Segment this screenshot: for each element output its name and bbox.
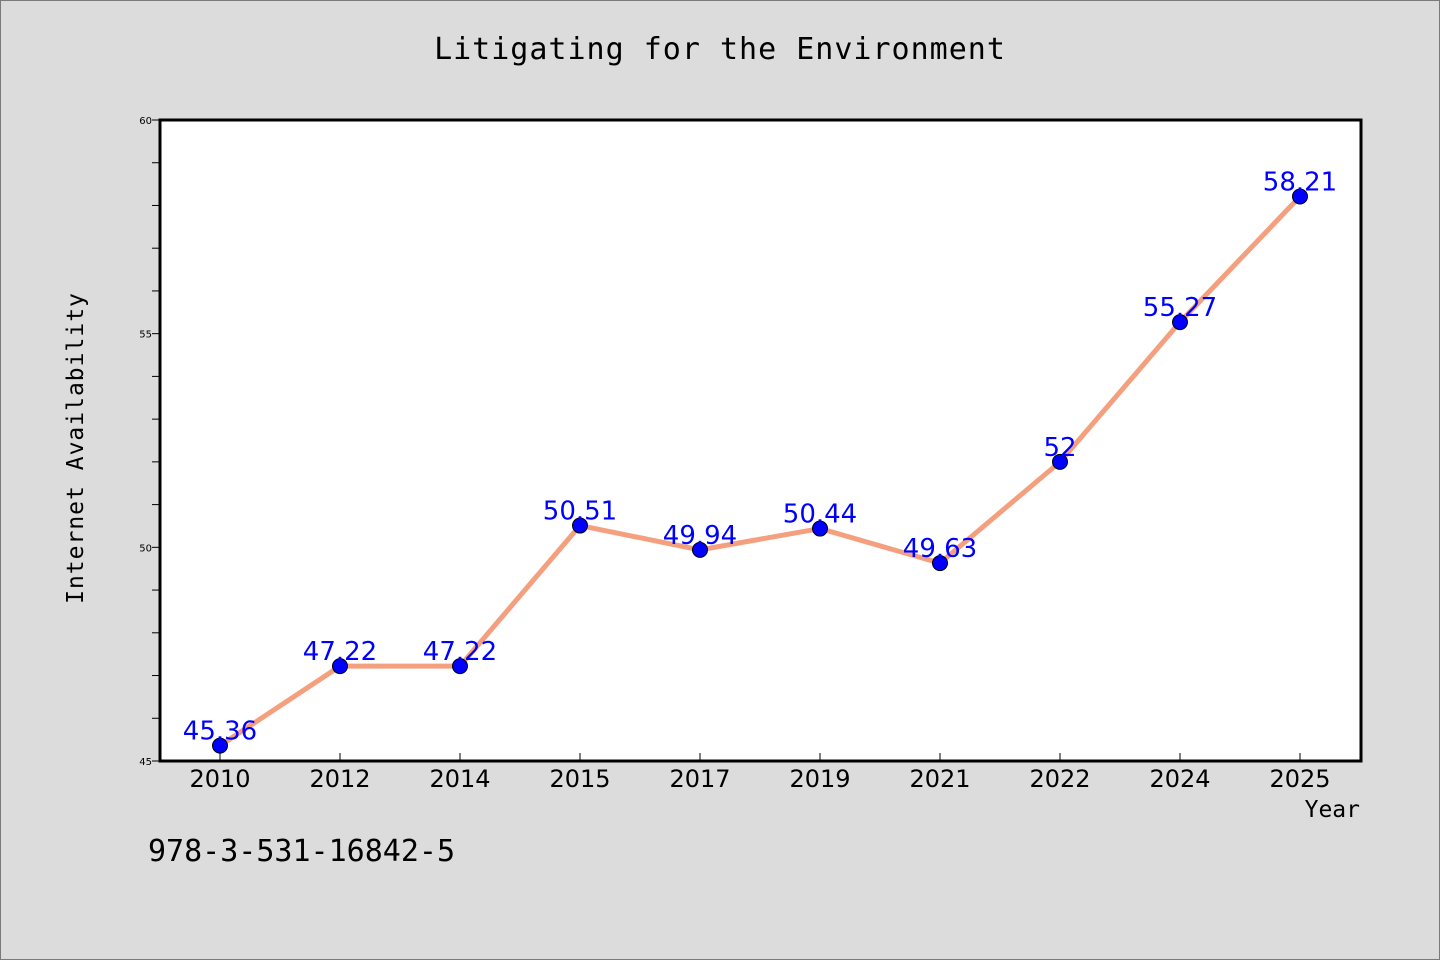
x-tick-label: 2017 xyxy=(669,765,730,793)
data-label: 58.21 xyxy=(1263,167,1337,197)
footer-code: 978-3-531-16842-5 xyxy=(148,834,456,869)
data-point xyxy=(692,541,708,558)
x-tick-label: 2014 xyxy=(429,765,490,793)
data-point xyxy=(812,520,828,537)
data-label: 55.27 xyxy=(1143,293,1217,323)
x-tick-label: 2019 xyxy=(789,765,850,793)
x-tick-label: 2012 xyxy=(309,765,370,793)
x-axis-label: Year xyxy=(1304,797,1360,823)
data-label: 47.22 xyxy=(303,637,377,667)
data-label: 45.36 xyxy=(183,717,257,747)
series-line xyxy=(218,194,1302,748)
x-tick-label: 2021 xyxy=(909,765,970,793)
data-label: 50.51 xyxy=(543,497,617,527)
data-point xyxy=(332,658,348,675)
x-tick-label: 2025 xyxy=(1269,765,1330,793)
x-tick-label: 2015 xyxy=(549,765,610,793)
data-point xyxy=(1172,314,1188,331)
y-tick-label: 50 xyxy=(139,543,152,554)
x-tick-label: 2010 xyxy=(189,765,250,793)
plot-area xyxy=(158,118,1363,763)
y-tick-label: 55 xyxy=(139,330,152,341)
chart-title: Litigating for the Environment xyxy=(434,32,1006,67)
data-label: 52 xyxy=(1043,433,1076,463)
data-label: 50.44 xyxy=(783,500,857,530)
data-point xyxy=(212,737,228,754)
data-point xyxy=(572,517,588,534)
y-tick-label: 60 xyxy=(139,116,152,127)
x-tick-label: 2024 xyxy=(1149,765,1210,793)
data-point xyxy=(452,658,468,675)
data-point xyxy=(1292,188,1308,205)
data-label: 47.22 xyxy=(423,637,497,667)
y-tick-label: 45 xyxy=(139,757,152,768)
data-label: 49.94 xyxy=(663,521,737,551)
x-tick-label: 2022 xyxy=(1029,765,1090,793)
data-point xyxy=(932,555,948,572)
data-label: 49.63 xyxy=(903,534,977,564)
data-point xyxy=(1052,453,1068,470)
